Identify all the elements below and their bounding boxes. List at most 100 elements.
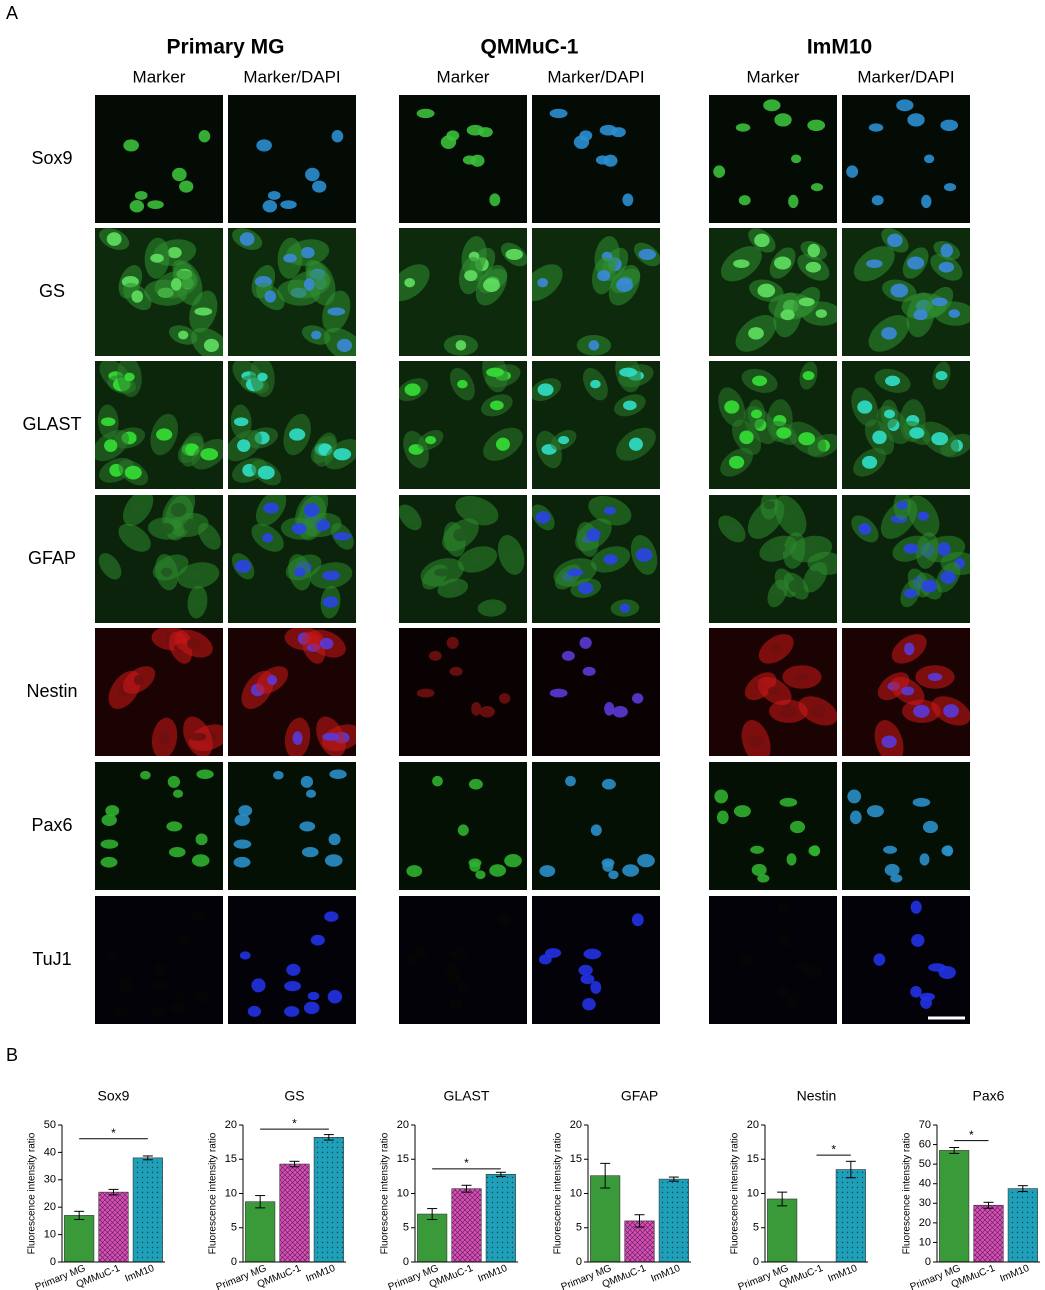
nucleus [807,570,823,584]
nucleus [751,863,767,877]
nucleus [247,1005,262,1017]
nucleus [101,814,117,826]
nucleus [927,672,943,682]
nucleus [478,127,493,138]
y-tick-label: 10 [397,1187,409,1199]
error-bar [668,1176,679,1182]
nucleus [469,861,481,872]
bar [64,1215,95,1263]
y-tick-label: 15 [570,1153,582,1165]
nucleus [940,243,953,258]
y-tick-label: 15 [747,1153,759,1165]
nucleus [896,99,914,112]
nucleus [890,283,909,298]
nucleus [447,974,462,985]
error-bar [142,1155,153,1161]
bar [590,1175,621,1263]
nucleus [884,409,896,419]
y-tick-label: 10 [747,1187,759,1199]
x-tick-label: ImM10 [123,1263,156,1285]
nucleus [784,511,797,521]
nucleus [203,338,219,352]
y-tick-label: 50 [44,1119,56,1131]
bar [279,1163,310,1263]
nucleus [790,154,802,164]
nucleus [319,637,334,650]
nucleus [172,167,187,182]
nucleus [151,1006,167,1017]
nucleus [404,277,416,288]
nucleus [406,865,423,878]
nucleus [134,190,148,200]
nucleus [763,500,775,510]
nucleus [237,439,251,452]
significance-label: * [111,1126,116,1140]
nucleus [622,193,634,207]
nucleus [632,693,644,704]
row-label: Pax6 [31,815,72,835]
nucleus [805,261,822,273]
nucleus [940,570,956,584]
micrograph [399,228,527,356]
nucleus [189,596,206,608]
nucleus [622,864,640,877]
nucleus [774,113,792,127]
chart-title: GLAST [444,1088,490,1104]
nucleus [786,992,803,1001]
micrograph [709,762,837,890]
nucleus [590,980,602,994]
nucleus [873,953,886,966]
nucleus [303,502,320,517]
nucleus [262,200,278,213]
nucleus [619,603,631,613]
nucleus [495,437,510,451]
nucleus [292,731,303,746]
image-background [709,95,837,223]
nucleus [280,200,297,209]
nucleus [159,731,170,746]
y-tick-label: 0 [753,1256,759,1268]
nucleus [324,911,339,922]
error-bar [323,1134,334,1141]
panel-label: A [6,3,18,23]
nucleus [752,375,768,387]
micrograph [399,762,527,890]
nucleus [931,432,949,446]
column-header: Marker/DAPI [547,67,644,86]
nucleus [156,428,173,441]
nucleus [455,340,467,351]
nucleus [943,704,959,718]
nucleus [257,372,268,382]
nucleus [907,113,925,127]
y-tick-label: 40 [44,1146,56,1158]
nucleus [943,845,954,857]
bar [939,1150,970,1263]
nucleus [901,686,915,696]
nucleus [931,297,948,307]
y-tick-label: 5 [753,1222,759,1234]
nucleus [561,650,575,661]
nucleus [300,246,315,259]
nucleus [167,246,182,259]
y-axis-label: Fluorescence intensity ratio [380,1132,391,1254]
micrograph [228,762,356,890]
nucleus [299,821,316,832]
nucleus [623,400,637,411]
nucleus [499,693,511,704]
nucleus [106,232,122,246]
micrograph [532,628,660,756]
micrograph [842,896,970,1024]
x-tick-label: ImM10 [998,1263,1031,1285]
nucleus [847,789,862,804]
nucleus [603,154,618,167]
bar [624,1220,655,1263]
y-tick-label: 0 [925,1256,931,1268]
nucleus [233,839,252,849]
nucleus [789,820,806,834]
error-bar [427,1208,438,1221]
y-tick-label: 20 [747,1119,759,1131]
micrograph [95,361,223,489]
nucleus [324,854,343,867]
nucleus [579,636,592,649]
nucleus [619,367,638,377]
